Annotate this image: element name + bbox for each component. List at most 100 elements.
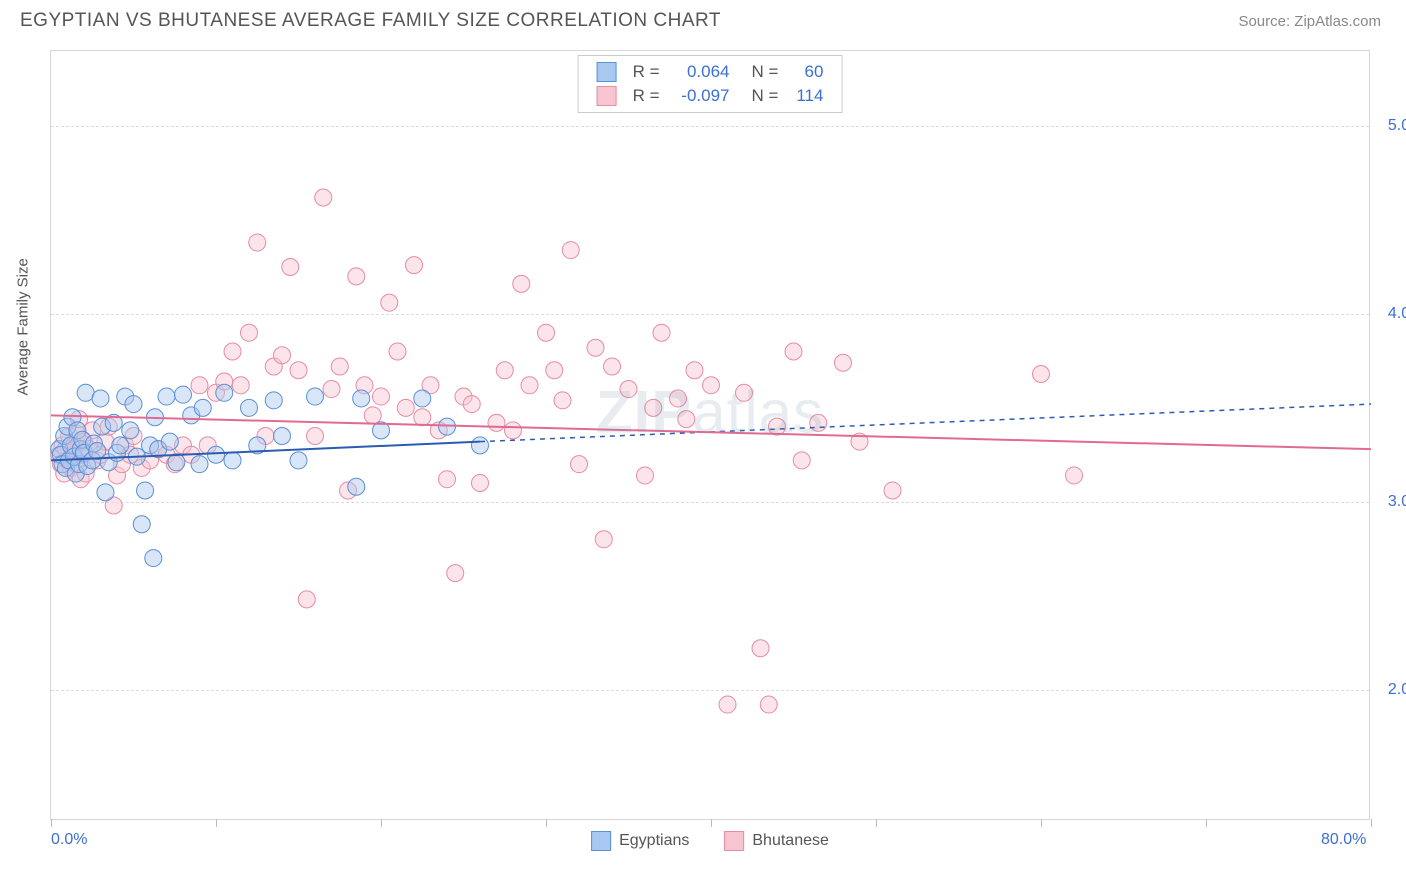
x-tick [381,819,382,827]
scatter-point [752,640,769,657]
scatter-point [224,343,241,360]
scatter-point [232,377,249,394]
scatter-point [389,343,406,360]
scatter-point [315,189,332,206]
scatter-point [637,467,654,484]
y-tick-label: 3.00 [1388,493,1406,511]
legend-swatch [597,62,617,82]
scatter-point [364,407,381,424]
scatter-point [496,362,513,379]
legend-r-label: R = [633,86,660,106]
scatter-point [463,396,480,413]
scatter-point [538,324,555,341]
legend-row: R =-0.097N =114 [597,84,824,108]
legend-n-value: 60 [788,62,823,82]
scatter-point [331,358,348,375]
scatter-point [161,433,178,450]
scatter-point [290,452,307,469]
scatter-point [595,531,612,548]
chart-title: EGYPTIAN VS BHUTANESE AVERAGE FAMILY SIZ… [20,10,721,32]
scatter-point [719,696,736,713]
scatter-point [274,347,291,364]
x-tick [876,819,877,827]
scatter-point [323,381,340,398]
x-tick [216,819,217,827]
scatter-point [307,388,324,405]
scatter-point [562,242,579,259]
scatter-point [760,696,777,713]
scatter-point [488,414,505,431]
scatter-point [521,377,538,394]
scatter-point [158,388,175,405]
scatter-point [505,422,522,439]
y-axis-label: Average Family Size [15,258,32,395]
scatter-point [208,446,225,463]
legend-swatch [724,831,744,851]
x-tick [546,819,547,827]
scatter-point [191,456,208,473]
x-tick [1206,819,1207,827]
scatter-point [298,591,315,608]
scatter-point [472,437,489,454]
scatter-point [1033,366,1050,383]
scatter-point [884,482,901,499]
scatter-point [122,422,139,439]
scatter-point [414,390,431,407]
trend-line-dashed [480,404,1371,442]
scatter-point [678,411,695,428]
scatter-point [175,386,192,403]
scatter-point [125,396,142,413]
scatter-point [290,362,307,379]
scatter-point [620,381,637,398]
scatter-svg [51,51,1369,819]
x-tick [711,819,712,827]
chart-plot-area: Average Family Size 2.003.004.005.00 0.0… [50,50,1370,820]
scatter-point [112,437,129,454]
scatter-point [686,362,703,379]
y-tick-label: 2.00 [1388,681,1406,699]
scatter-point [97,484,114,501]
scatter-point [1066,467,1083,484]
scatter-point [282,258,299,275]
scatter-point [397,399,414,416]
scatter-point [513,275,530,292]
legend-label: Egyptians [619,832,689,850]
source-label: Source: ZipAtlas.com [1238,13,1381,30]
scatter-point [604,358,621,375]
scatter-point [835,354,852,371]
scatter-point [653,324,670,341]
scatter-point [571,456,588,473]
legend-r-value: 0.064 [670,62,730,82]
legend-row: R = 0.064 N = 60 [597,60,824,84]
scatter-point [769,418,786,435]
scatter-point [785,343,802,360]
legend-n-label: N = [752,62,779,82]
scatter-point [554,392,571,409]
scatter-point [274,428,291,445]
scatter-point [241,399,258,416]
legend-n-label: N = [752,86,779,106]
scatter-point [191,377,208,394]
scatter-point [472,474,489,491]
scatter-point [645,399,662,416]
scatter-point [810,414,827,431]
scatter-point [265,392,282,409]
scatter-point [353,390,370,407]
y-tick-label: 5.00 [1388,117,1406,135]
scatter-point [145,550,162,567]
y-tick-label: 4.00 [1388,305,1406,323]
scatter-point [414,409,431,426]
legend-swatch [591,831,611,851]
scatter-point [587,339,604,356]
x-tick [51,819,52,827]
scatter-point [736,384,753,401]
legend-item: Bhutanese [724,831,829,851]
scatter-point [381,294,398,311]
scatter-point [439,471,456,488]
scatter-point [168,454,185,471]
legend-r-label: R = [633,62,660,82]
scatter-point [92,390,109,407]
scatter-point [133,516,150,533]
x-tick-label: 80.0% [1321,831,1366,849]
legend-n-value: 114 [788,86,823,106]
